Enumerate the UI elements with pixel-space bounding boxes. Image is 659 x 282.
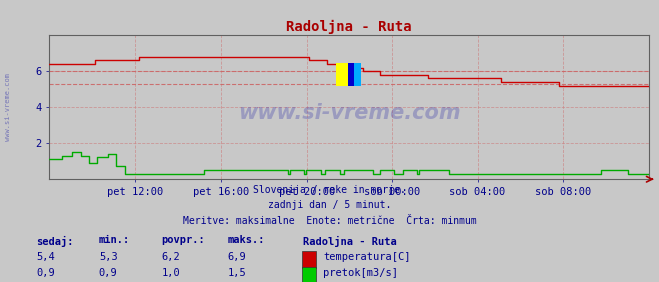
Text: Slovenija / reke in morje.: Slovenija / reke in morje. — [253, 185, 406, 195]
Bar — [348, 63, 354, 86]
Text: 6,2: 6,2 — [161, 252, 180, 262]
Text: 1,5: 1,5 — [227, 268, 246, 278]
Text: pretok[m3/s]: pretok[m3/s] — [323, 268, 398, 278]
Text: 5,4: 5,4 — [36, 252, 55, 262]
Text: 0,9: 0,9 — [36, 268, 55, 278]
Text: zadnji dan / 5 minut.: zadnji dan / 5 minut. — [268, 200, 391, 210]
Text: 5,3: 5,3 — [99, 252, 117, 262]
Text: sedaj:: sedaj: — [36, 235, 74, 246]
Text: Meritve: maksimalne  Enote: metrične  Črta: minmum: Meritve: maksimalne Enote: metrične Črta… — [183, 216, 476, 226]
Text: 6,9: 6,9 — [227, 252, 246, 262]
Text: 1,0: 1,0 — [161, 268, 180, 278]
Text: 0,9: 0,9 — [99, 268, 117, 278]
Text: Radoljna - Ruta: Radoljna - Ruta — [303, 235, 397, 246]
Bar — [348, 63, 361, 86]
Text: povpr.:: povpr.: — [161, 235, 205, 245]
Text: min.:: min.: — [99, 235, 130, 245]
Bar — [336, 63, 349, 86]
Text: temperatura[C]: temperatura[C] — [323, 252, 411, 262]
Text: www.si-vreme.com: www.si-vreme.com — [238, 103, 461, 123]
Title: Radoljna - Ruta: Radoljna - Ruta — [287, 20, 412, 34]
Text: maks.:: maks.: — [227, 235, 265, 245]
Text: www.si-vreme.com: www.si-vreme.com — [5, 73, 11, 141]
